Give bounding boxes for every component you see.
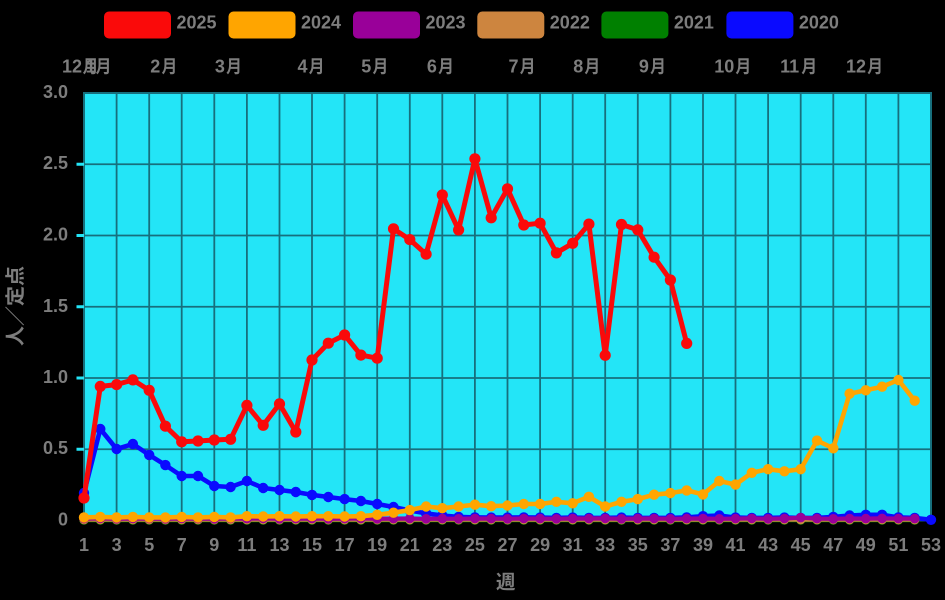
svg-text:41: 41 <box>725 535 745 555</box>
svg-text:2023: 2023 <box>426 13 466 33</box>
svg-text:2.5: 2.5 <box>43 153 68 173</box>
svg-text:6: 6 <box>427 57 437 77</box>
svg-text:47: 47 <box>823 535 843 555</box>
svg-text:13: 13 <box>269 535 289 555</box>
svg-text:9: 9 <box>639 57 649 77</box>
svg-text:3.0: 3.0 <box>43 82 68 102</box>
svg-text:5: 5 <box>144 535 154 555</box>
svg-text:0: 0 <box>58 510 68 530</box>
svg-text:8: 8 <box>573 57 583 77</box>
svg-text:10: 10 <box>714 57 734 77</box>
svg-text:2021: 2021 <box>674 13 714 33</box>
svg-text:5: 5 <box>361 57 371 77</box>
svg-text:12: 12 <box>62 57 82 77</box>
svg-text:12: 12 <box>846 57 866 77</box>
svg-text:3: 3 <box>112 535 122 555</box>
svg-text:39: 39 <box>693 535 713 555</box>
svg-text:49: 49 <box>856 535 876 555</box>
svg-text:11: 11 <box>237 535 256 555</box>
svg-text:51: 51 <box>888 535 908 555</box>
svg-text:2: 2 <box>150 57 160 77</box>
svg-text:1: 1 <box>79 535 89 555</box>
svg-text:2025: 2025 <box>177 13 217 33</box>
svg-text:23: 23 <box>432 535 452 555</box>
svg-text:1: 1 <box>86 57 96 77</box>
svg-text:7: 7 <box>509 57 519 77</box>
svg-text:1.0: 1.0 <box>43 367 68 387</box>
svg-text:0.5: 0.5 <box>43 438 68 458</box>
svg-text:31: 31 <box>563 535 583 555</box>
svg-text:2.0: 2.0 <box>43 225 68 245</box>
svg-text:43: 43 <box>758 535 778 555</box>
svg-text:1.5: 1.5 <box>43 296 68 316</box>
svg-text:33: 33 <box>595 535 615 555</box>
svg-text:2024: 2024 <box>301 13 341 33</box>
svg-text:17: 17 <box>335 535 355 555</box>
svg-text:27: 27 <box>497 535 517 555</box>
svg-text:2022: 2022 <box>550 13 590 33</box>
svg-text:25: 25 <box>465 535 485 555</box>
svg-text:53: 53 <box>921 535 941 555</box>
svg-text:9: 9 <box>209 535 219 555</box>
svg-text:4: 4 <box>298 57 308 77</box>
svg-text:35: 35 <box>628 535 648 555</box>
svg-text:45: 45 <box>791 535 811 555</box>
svg-text:29: 29 <box>530 535 550 555</box>
svg-text:3: 3 <box>215 57 225 77</box>
svg-text:2020: 2020 <box>799 13 839 33</box>
svg-text:21: 21 <box>400 535 420 555</box>
svg-text:11: 11 <box>780 57 799 77</box>
svg-text:7: 7 <box>177 535 187 555</box>
svg-text:19: 19 <box>367 535 387 555</box>
svg-text:15: 15 <box>302 535 322 555</box>
svg-text:37: 37 <box>660 535 680 555</box>
